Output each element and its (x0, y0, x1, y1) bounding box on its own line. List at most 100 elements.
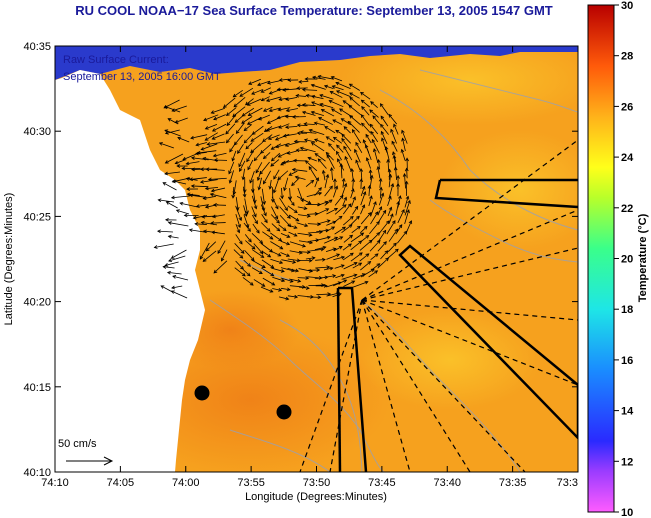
current-vector (260, 87, 272, 93)
current-vector (348, 83, 360, 91)
current-vector (153, 243, 174, 249)
x-tick-label: 74:10 (41, 477, 69, 489)
current-vector (350, 168, 354, 180)
current-vector (307, 268, 321, 272)
current-vector (268, 107, 281, 113)
current-vector (387, 206, 393, 217)
current-vector (333, 255, 346, 261)
current-vector (324, 185, 333, 197)
current-vector (255, 162, 263, 174)
current-vector (251, 259, 266, 269)
current-vector (333, 246, 343, 252)
current-vector (307, 222, 322, 227)
current-vector (388, 228, 399, 242)
current-vector (298, 79, 309, 84)
current-vector (277, 107, 291, 112)
current-vector (360, 114, 370, 126)
current-vector (251, 214, 258, 225)
current-vector (326, 154, 335, 169)
current-vector (231, 186, 236, 199)
current-vector (317, 219, 331, 225)
current-vector (195, 142, 207, 147)
land-mass (55, 70, 205, 472)
current-vector (164, 153, 184, 164)
x-tick-label: 73:40 (433, 477, 461, 489)
current-vector (280, 232, 291, 238)
current-vector (377, 257, 389, 269)
current-vector (329, 91, 343, 98)
cool-patch (440, 130, 578, 250)
current-vector (263, 170, 271, 185)
current-vector (246, 150, 254, 163)
current-vector (314, 153, 326, 162)
current-vector (235, 223, 241, 234)
current-vector (245, 240, 256, 250)
current-vector (249, 171, 255, 184)
current-vector (315, 265, 331, 270)
current-vector (310, 110, 324, 117)
current-vector (349, 114, 362, 126)
current-vector (298, 214, 311, 218)
current-vector (285, 108, 298, 113)
current-vector (243, 124, 253, 132)
current-vector (379, 186, 383, 199)
current-vector (324, 126, 336, 134)
current-vector (324, 199, 333, 206)
current-vector (199, 242, 210, 260)
current-vector (320, 109, 335, 117)
current-vector (376, 159, 381, 170)
current-vector (303, 122, 315, 126)
current-vector (282, 133, 297, 138)
x-tick-label: 73:35 (499, 477, 527, 489)
x-tick-label: 74:05 (107, 477, 135, 489)
current-vector (172, 275, 189, 281)
current-vector (334, 204, 347, 215)
current-vector (235, 205, 243, 222)
current-vector (243, 222, 251, 232)
current-vector (387, 195, 392, 206)
current-vector (336, 144, 344, 153)
current-vector (278, 97, 289, 102)
current-vector (287, 224, 298, 229)
current-vector (278, 78, 290, 82)
current-vector (359, 253, 370, 262)
current-vector (186, 187, 199, 191)
current-vector (262, 134, 273, 143)
current-vector (305, 179, 315, 187)
current-vector (241, 168, 246, 181)
current-vector (361, 235, 370, 242)
current-vector (297, 206, 308, 211)
current-vector (272, 288, 283, 292)
current-vector (202, 250, 217, 262)
station-marker (194, 385, 210, 401)
current-vector (265, 125, 281, 132)
colorbar-tick-label: 20 (621, 254, 633, 266)
colorbar-tick-label: 30 (621, 0, 633, 12)
current-vector (262, 251, 272, 258)
current-vector (229, 142, 237, 153)
current-vector (250, 179, 255, 194)
current-vector (369, 221, 380, 235)
current-vector (314, 235, 331, 242)
current-vector (234, 243, 245, 254)
current-vector (401, 137, 406, 152)
current-vector (285, 125, 298, 129)
current-vector (235, 234, 243, 245)
current-vector (256, 171, 262, 182)
current-vector (370, 201, 377, 217)
current-vector (405, 157, 410, 171)
current-vector (232, 89, 243, 98)
current-vector (393, 166, 398, 181)
current-vector (341, 182, 348, 197)
current-vector (257, 80, 270, 87)
current-vector (359, 239, 373, 251)
current-vector (307, 295, 322, 300)
cool-patch (340, 46, 578, 125)
current-vector (211, 214, 225, 219)
bathymetry-contours (209, 69, 578, 472)
current-vector (179, 201, 198, 208)
current-vector (367, 184, 372, 197)
current-vector (368, 270, 379, 278)
current-vector (296, 123, 308, 128)
current-vector (210, 107, 225, 114)
